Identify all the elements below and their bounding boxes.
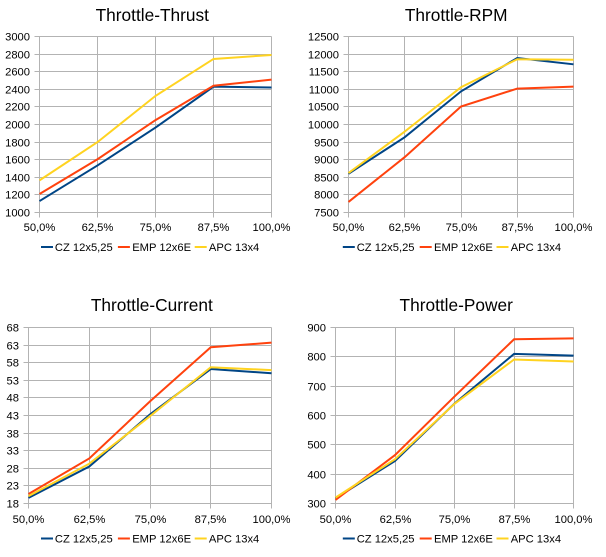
svg-text:APC 13x4: APC 13x4: [511, 534, 561, 546]
svg-text:APC 13x4: APC 13x4: [511, 242, 561, 254]
svg-text:68: 68: [7, 322, 19, 334]
svg-text:100,0%: 100,0%: [253, 222, 291, 234]
svg-text:CZ 12x5,25: CZ 12x5,25: [55, 534, 113, 546]
svg-text:400: 400: [307, 469, 326, 481]
svg-text:1200: 1200: [5, 189, 30, 201]
svg-text:58: 58: [7, 357, 19, 369]
svg-text:50,0%: 50,0%: [320, 514, 352, 526]
svg-text:10000: 10000: [308, 119, 339, 131]
svg-text:33: 33: [7, 445, 19, 457]
svg-text:2400: 2400: [5, 84, 30, 96]
svg-text:75,0%: 75,0%: [446, 222, 478, 234]
svg-text:10500: 10500: [308, 101, 339, 113]
svg-text:12000: 12000: [308, 49, 339, 61]
svg-text:9500: 9500: [314, 137, 339, 149]
svg-text:12500: 12500: [308, 31, 339, 43]
svg-text:100,0%: 100,0%: [555, 222, 593, 234]
svg-text:APC 13x4: APC 13x4: [209, 242, 259, 254]
svg-text:100,0%: 100,0%: [253, 514, 291, 526]
svg-text:300: 300: [307, 498, 326, 510]
svg-text:500: 500: [307, 439, 326, 451]
svg-text:3000: 3000: [5, 31, 30, 43]
svg-text:Throttle-Current: Throttle-Current: [91, 295, 213, 315]
svg-text:CZ 12x5,25: CZ 12x5,25: [357, 534, 415, 546]
svg-text:18: 18: [7, 498, 19, 510]
svg-text:CZ 12x5,25: CZ 12x5,25: [55, 242, 113, 254]
svg-text:11000: 11000: [309, 84, 339, 96]
svg-text:EMP 12x6E: EMP 12x6E: [434, 534, 493, 546]
svg-text:1400: 1400: [5, 172, 30, 184]
svg-text:87,5%: 87,5%: [502, 222, 534, 234]
svg-text:75,0%: 75,0%: [140, 222, 172, 234]
svg-text:1800: 1800: [5, 137, 30, 149]
svg-text:2000: 2000: [5, 119, 30, 131]
svg-text:75,0%: 75,0%: [439, 514, 471, 526]
svg-text:87,5%: 87,5%: [198, 222, 230, 234]
svg-text:2800: 2800: [5, 49, 30, 61]
svg-text:EMP 12x6E: EMP 12x6E: [132, 242, 191, 254]
svg-text:62,5%: 62,5%: [74, 514, 106, 526]
svg-text:Throttle-Thrust: Throttle-Thrust: [96, 5, 210, 25]
svg-text:7500: 7500: [314, 207, 339, 219]
svg-text:1600: 1600: [5, 154, 30, 166]
svg-text:8000: 8000: [314, 189, 339, 201]
svg-text:Throttle-Power: Throttle-Power: [400, 295, 514, 315]
svg-text:8500: 8500: [314, 172, 339, 184]
svg-text:11500: 11500: [309, 66, 339, 78]
svg-text:75,0%: 75,0%: [135, 514, 167, 526]
svg-text:28: 28: [7, 463, 19, 475]
svg-text:87,5%: 87,5%: [195, 514, 227, 526]
svg-text:62,5%: 62,5%: [389, 222, 421, 234]
svg-text:100,0%: 100,0%: [555, 514, 593, 526]
svg-text:38: 38: [7, 428, 19, 440]
svg-text:50,0%: 50,0%: [333, 222, 365, 234]
svg-text:62,5%: 62,5%: [380, 514, 412, 526]
svg-text:900: 900: [307, 322, 326, 334]
svg-text:63: 63: [7, 340, 19, 352]
svg-text:87,5%: 87,5%: [499, 514, 531, 526]
svg-text:EMP 12x6E: EMP 12x6E: [132, 534, 191, 546]
svg-text:Throttle-RPM: Throttle-RPM: [405, 5, 508, 25]
svg-text:23: 23: [7, 480, 19, 492]
svg-text:CZ 12x5,25: CZ 12x5,25: [357, 242, 415, 254]
svg-text:1000: 1000: [5, 207, 30, 219]
svg-text:50,0%: 50,0%: [13, 514, 45, 526]
svg-text:2600: 2600: [5, 66, 30, 78]
svg-text:53: 53: [7, 375, 19, 387]
svg-text:700: 700: [307, 381, 326, 393]
svg-text:2200: 2200: [5, 101, 30, 113]
svg-text:50,0%: 50,0%: [24, 222, 56, 234]
svg-text:APC 13x4: APC 13x4: [209, 534, 259, 546]
svg-text:EMP 12x6E: EMP 12x6E: [434, 242, 493, 254]
svg-text:62,5%: 62,5%: [82, 222, 114, 234]
svg-text:48: 48: [7, 392, 19, 404]
svg-text:800: 800: [307, 351, 326, 363]
svg-text:43: 43: [7, 410, 19, 422]
svg-text:9000: 9000: [314, 154, 339, 166]
svg-text:600: 600: [307, 410, 326, 422]
